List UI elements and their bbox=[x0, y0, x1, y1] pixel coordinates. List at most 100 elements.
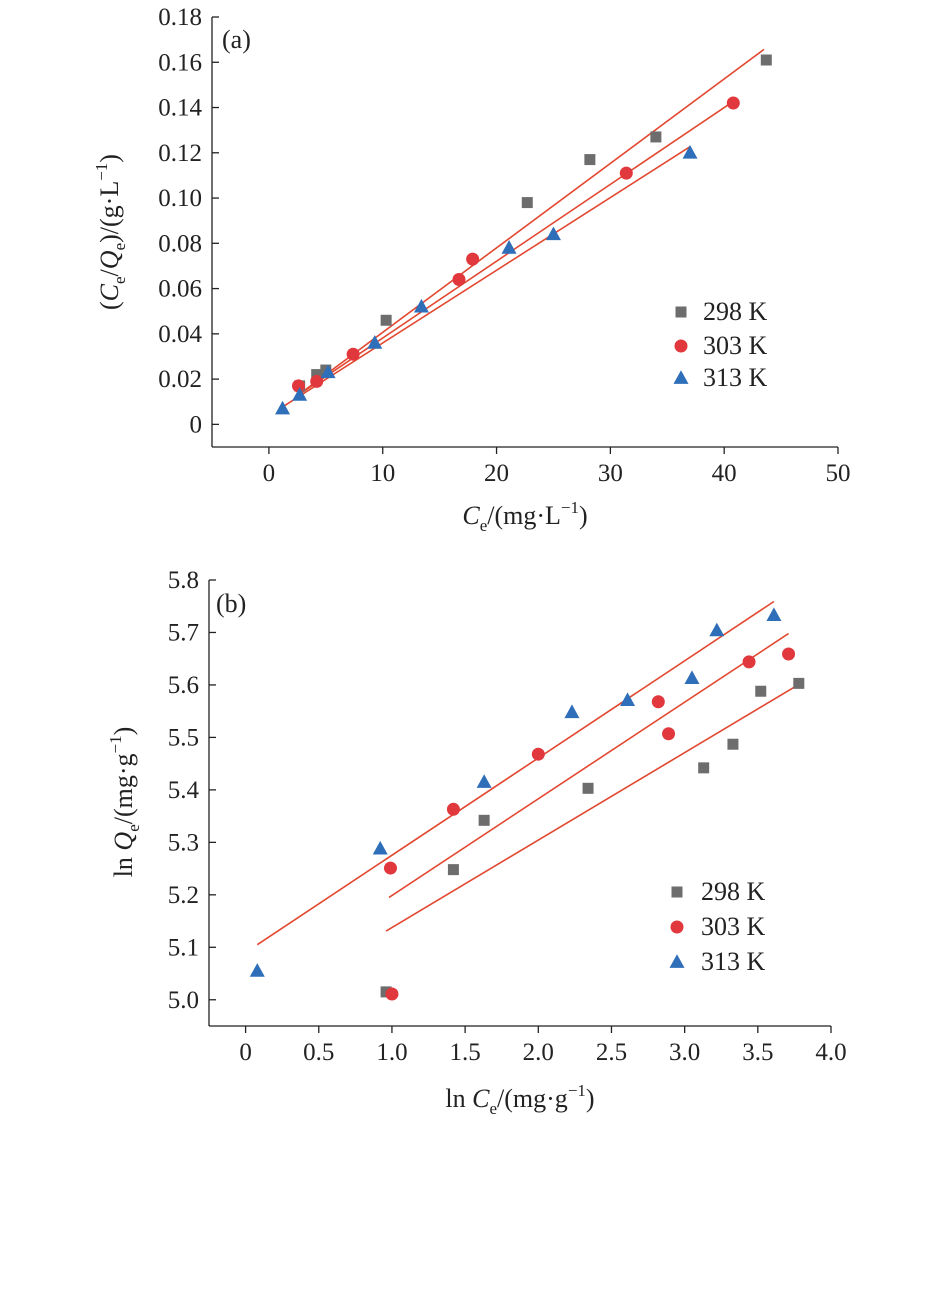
data-point bbox=[782, 647, 796, 661]
y-tick-label: 5.3 bbox=[168, 829, 199, 856]
x-tick-label: 40 bbox=[712, 460, 737, 487]
fit-line-303k bbox=[296, 100, 734, 397]
chart-panel-b: 0 0.5 1.0 1.5 2.0 2.5 3.0 3.5 4.0 5.0 5.1 5.2 5.3 5.4… bbox=[106, 567, 847, 1118]
series-298k bbox=[294, 54, 772, 392]
fit-line-303k bbox=[388, 632, 789, 899]
x-tick-label: 0 bbox=[239, 1039, 252, 1066]
x-axis-title: ln Ce/(mg·g−1) bbox=[445, 1081, 594, 1118]
data-point bbox=[320, 364, 336, 379]
data-point bbox=[383, 861, 397, 875]
data-point bbox=[726, 96, 740, 110]
data-point bbox=[372, 840, 388, 855]
series-313k bbox=[249, 607, 782, 977]
data-point bbox=[662, 727, 676, 741]
data-point bbox=[755, 685, 767, 697]
y-tick-label: 0.04 bbox=[158, 321, 202, 348]
y-tick-label: 5.4 bbox=[168, 777, 200, 804]
data-point bbox=[766, 607, 782, 622]
data-point bbox=[292, 379, 306, 393]
x-tick-label: 2.0 bbox=[523, 1039, 554, 1066]
y-tick-label: 5.0 bbox=[168, 987, 199, 1014]
legend-marker bbox=[673, 370, 689, 384]
panel-label: (a) bbox=[222, 25, 251, 54]
x-tick-label: 2.5 bbox=[596, 1039, 627, 1066]
fit-line-313k bbox=[256, 600, 775, 946]
data-point bbox=[249, 963, 265, 977]
legend-label: 313 K bbox=[701, 947, 766, 976]
y-tick-label: 0.12 bbox=[158, 140, 202, 167]
y-tick-label: 5.2 bbox=[168, 882, 199, 909]
x-tick-label: 10 bbox=[370, 460, 395, 487]
data-point bbox=[582, 782, 594, 794]
y-axis-title: ln Qe/(mg·g−1) bbox=[106, 727, 143, 878]
legend-label: 303 K bbox=[703, 331, 768, 360]
legend-label: 313 K bbox=[703, 363, 768, 392]
data-point bbox=[545, 226, 561, 241]
legend-marker bbox=[674, 339, 688, 353]
legend-label: 298 K bbox=[703, 297, 768, 326]
x-tick-label: 50 bbox=[826, 460, 851, 487]
data-point bbox=[619, 166, 633, 180]
data-point bbox=[385, 987, 399, 1001]
data-point bbox=[698, 762, 710, 774]
data-point bbox=[501, 240, 517, 254]
data-point bbox=[367, 335, 383, 349]
data-point bbox=[709, 622, 725, 637]
legend-marker bbox=[675, 306, 687, 318]
legend-marker bbox=[669, 954, 685, 968]
data-point bbox=[564, 704, 580, 719]
y-tick-label: 0.18 bbox=[158, 4, 202, 31]
panel-label: (b) bbox=[216, 589, 246, 618]
data-point bbox=[521, 197, 533, 209]
x-tick-label: 0 bbox=[263, 460, 276, 487]
legend-label: 303 K bbox=[701, 912, 766, 941]
data-point bbox=[760, 54, 772, 66]
legend: 298 K 303 K 313 K bbox=[673, 297, 768, 392]
data-point bbox=[466, 252, 480, 266]
y-tick-label: 0.02 bbox=[158, 366, 202, 393]
legend-marker bbox=[670, 920, 684, 934]
y-tick-label: 5.1 bbox=[168, 934, 199, 961]
data-point bbox=[684, 670, 700, 684]
x-tick-label: 4.0 bbox=[815, 1039, 846, 1066]
y-tick-label: 5.7 bbox=[168, 619, 199, 646]
data-point bbox=[682, 144, 698, 159]
x-axis-title: Ce/(mg·L−1) bbox=[462, 498, 587, 535]
y-tick-label: 5.6 bbox=[168, 672, 199, 699]
data-point bbox=[793, 677, 805, 689]
series-303k bbox=[292, 96, 740, 393]
y-tick-label: 0.08 bbox=[158, 230, 202, 257]
x-tick-label: 3.0 bbox=[669, 1039, 700, 1066]
fit-line-298k bbox=[385, 683, 800, 932]
x-tick-label: 1.0 bbox=[376, 1039, 407, 1066]
x-tick-label: 0.5 bbox=[303, 1039, 334, 1066]
y-tick-label: 5.8 bbox=[168, 567, 199, 594]
data-point bbox=[380, 314, 392, 326]
data-point bbox=[292, 387, 308, 401]
series-303k bbox=[383, 647, 796, 1001]
data-point bbox=[476, 774, 492, 788]
fit-line-298k bbox=[296, 48, 765, 397]
legend: 298 K 303 K 313 K bbox=[669, 877, 766, 976]
y-tick-label: 0 bbox=[190, 411, 203, 438]
y-tick-label: 0.14 bbox=[158, 95, 202, 122]
data-point bbox=[447, 864, 459, 876]
data-point bbox=[650, 131, 662, 143]
data-point bbox=[311, 369, 323, 381]
data-point bbox=[727, 738, 739, 750]
data-point bbox=[584, 154, 596, 166]
data-point bbox=[651, 695, 665, 709]
data-point bbox=[478, 814, 490, 826]
data-point bbox=[346, 347, 360, 361]
y-tick-label: 0.16 bbox=[158, 49, 202, 76]
series-313k bbox=[275, 144, 698, 415]
data-point bbox=[275, 400, 291, 415]
x-tick-label: 1.5 bbox=[449, 1039, 480, 1066]
data-point bbox=[620, 692, 636, 707]
legend-label: 298 K bbox=[701, 877, 766, 906]
y-tick-label: 5.5 bbox=[168, 724, 199, 751]
data-point bbox=[531, 747, 545, 761]
y-tick-label: 0.06 bbox=[158, 276, 202, 303]
x-tick-label: 3.5 bbox=[742, 1039, 773, 1066]
